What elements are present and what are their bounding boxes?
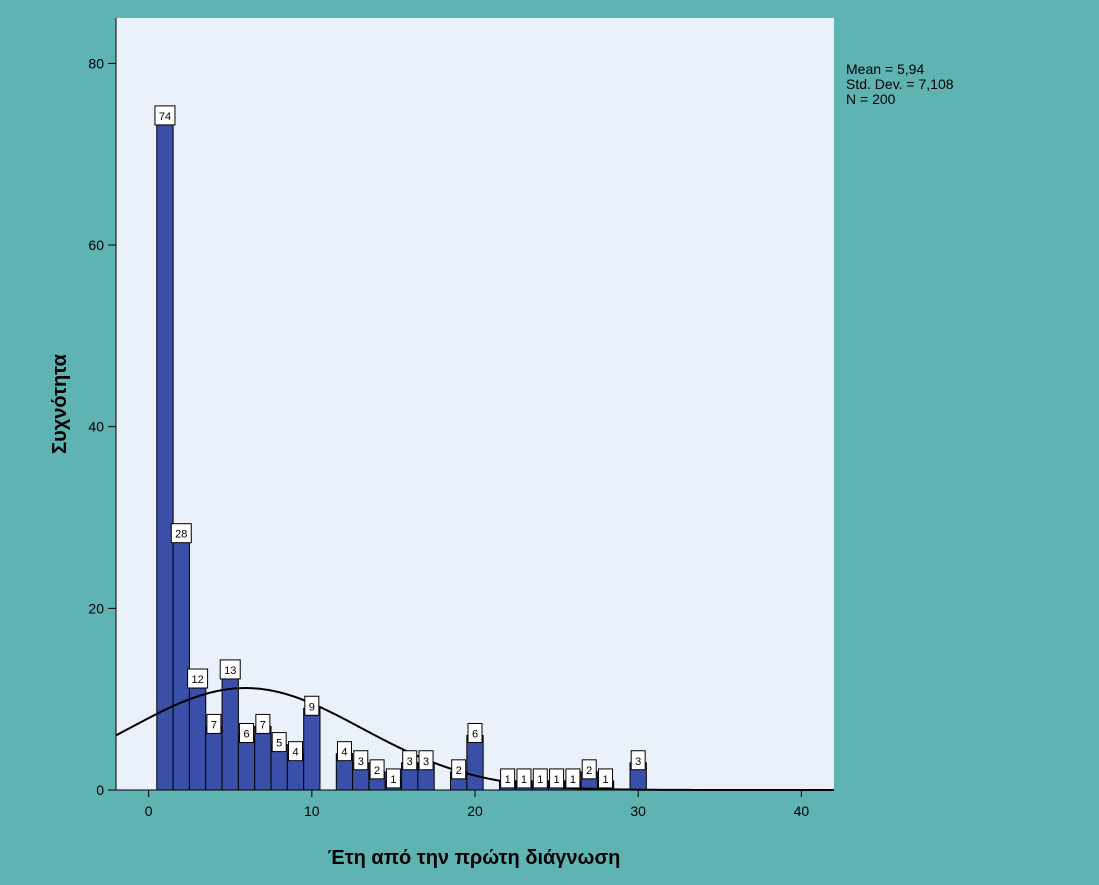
data-label: 1 bbox=[602, 774, 608, 786]
histogram-bar bbox=[254, 725, 272, 791]
data-label-box bbox=[516, 768, 532, 789]
data-label-box bbox=[304, 695, 320, 716]
histogram-bar bbox=[303, 707, 321, 791]
data-label: 3 bbox=[635, 756, 641, 768]
data-label-box bbox=[336, 741, 352, 762]
y-tick-label: 60 bbox=[88, 237, 104, 253]
stat-n: N = 200 bbox=[846, 91, 896, 107]
data-label: 3 bbox=[358, 756, 364, 768]
data-label-box bbox=[255, 713, 271, 734]
data-label: 3 bbox=[423, 756, 429, 768]
data-label: 1 bbox=[521, 774, 527, 786]
bars-layer bbox=[156, 117, 647, 791]
data-label: 6 bbox=[472, 729, 478, 741]
data-label-box bbox=[271, 732, 287, 753]
histogram-bar bbox=[466, 735, 484, 791]
x-tick-label: 40 bbox=[794, 803, 810, 819]
data-label: 5 bbox=[276, 738, 282, 750]
data-label: 2 bbox=[456, 765, 462, 777]
data-label: 7 bbox=[211, 719, 217, 731]
histogram-bar bbox=[237, 735, 256, 791]
y-tick-label: 80 bbox=[88, 55, 104, 71]
data-label-box bbox=[565, 768, 581, 789]
y-tick-label: 40 bbox=[88, 419, 104, 435]
data-label: 6 bbox=[243, 729, 249, 741]
data-label-box bbox=[187, 668, 209, 689]
data-label: 1 bbox=[537, 774, 543, 786]
data-label-box bbox=[451, 759, 467, 780]
data-label: 9 bbox=[309, 701, 315, 713]
data-label: 12 bbox=[191, 674, 203, 686]
data-label-box bbox=[549, 768, 565, 789]
data-label-box bbox=[170, 523, 192, 544]
histogram-bar bbox=[156, 117, 174, 791]
x-tick-label: 20 bbox=[467, 803, 483, 819]
data-label-box bbox=[532, 768, 548, 789]
data-label: 2 bbox=[374, 765, 380, 777]
y-tick-label: 20 bbox=[88, 600, 104, 616]
data-label: 3 bbox=[407, 756, 413, 768]
data-label: 1 bbox=[570, 774, 576, 786]
data-label-box bbox=[369, 759, 385, 780]
x-tick-label: 0 bbox=[145, 803, 153, 819]
histogram-bar bbox=[172, 535, 190, 791]
histogram-bar bbox=[205, 725, 223, 791]
x-tick-label: 10 bbox=[304, 803, 320, 819]
data-label-box bbox=[219, 659, 241, 680]
stat-std-dev: Std. Dev. = 7,108 bbox=[846, 76, 954, 92]
data-label-box bbox=[353, 750, 369, 771]
data-label: 7 bbox=[260, 719, 266, 731]
data-label: 1 bbox=[505, 774, 511, 786]
data-label-box bbox=[581, 759, 597, 780]
x-axis-title: Έτη από την πρώτη διάγνωση bbox=[328, 847, 621, 869]
data-label-box bbox=[385, 768, 401, 789]
data-label-box bbox=[630, 750, 646, 771]
statistics-legend: Mean = 5,94 Std. Dev. = 7,108 N = 200 bbox=[846, 62, 954, 107]
data-label: 4 bbox=[341, 747, 347, 759]
data-label-box bbox=[154, 105, 176, 126]
data-label: 13 bbox=[224, 665, 236, 677]
axis-layer: 0 20 40 60 80 0 10 20 30 40 bbox=[88, 18, 834, 819]
data-label-box bbox=[288, 741, 303, 762]
data-label: 28 bbox=[175, 529, 187, 541]
data-label-box bbox=[418, 750, 434, 771]
data-label-box bbox=[598, 768, 614, 789]
data-label-box bbox=[402, 750, 418, 771]
data-label-box bbox=[500, 768, 516, 789]
stat-mean: Mean = 5,94 bbox=[846, 61, 925, 77]
data-label: 1 bbox=[554, 774, 560, 786]
data-label: 2 bbox=[586, 765, 592, 777]
data-label-box bbox=[239, 723, 255, 744]
x-tick-label: 30 bbox=[630, 803, 646, 819]
y-axis-title: Συχνότητα bbox=[49, 353, 71, 453]
data-label-box bbox=[467, 723, 483, 744]
data-label: 4 bbox=[292, 747, 298, 759]
y-tick-label: 0 bbox=[96, 782, 104, 798]
data-label: 74 bbox=[159, 111, 171, 123]
data-label: 1 bbox=[390, 774, 396, 786]
data-label-box bbox=[206, 713, 222, 734]
